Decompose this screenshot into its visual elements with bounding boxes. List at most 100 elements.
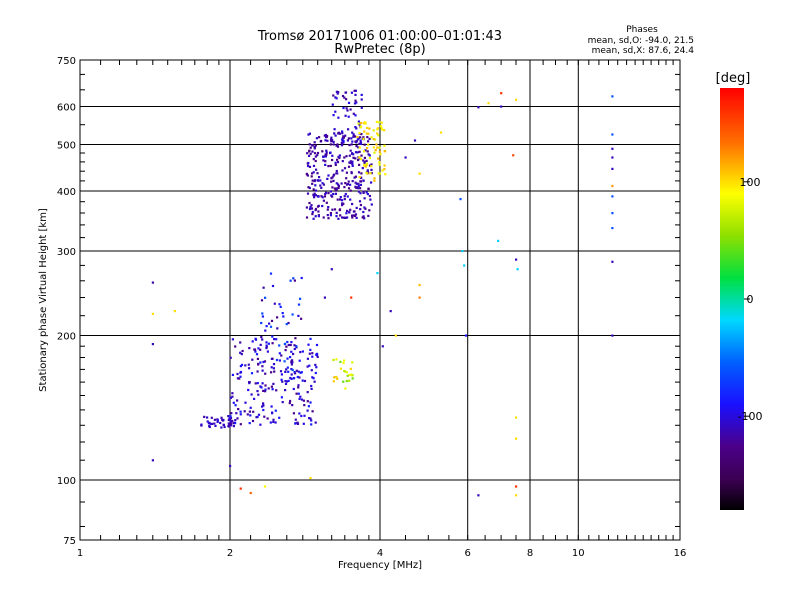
echo-point bbox=[300, 371, 303, 374]
echo-point bbox=[334, 163, 337, 166]
echo-point bbox=[273, 302, 276, 305]
echo-point bbox=[359, 157, 362, 161]
echo-point bbox=[339, 198, 342, 201]
echo-point bbox=[311, 355, 314, 358]
echo-point bbox=[308, 201, 311, 205]
y-tick-label: 75 bbox=[63, 536, 76, 547]
echo-point bbox=[367, 143, 370, 146]
echo-point bbox=[231, 395, 234, 398]
echo-point bbox=[367, 187, 370, 190]
echo-point bbox=[278, 303, 281, 306]
echo-point bbox=[295, 369, 298, 372]
echo-point bbox=[348, 161, 351, 164]
y-tick-label: 500 bbox=[57, 141, 76, 152]
echo-point bbox=[366, 136, 369, 139]
echo-point bbox=[275, 358, 279, 362]
x-tick-labels: 1 2 4 6 8 10 16 bbox=[77, 548, 687, 559]
echo-point bbox=[341, 141, 344, 145]
echo-point bbox=[611, 227, 614, 230]
echo-point bbox=[331, 158, 334, 162]
echo-point bbox=[363, 143, 366, 146]
echo-point bbox=[294, 372, 297, 375]
echo-point bbox=[413, 139, 417, 142]
echo-point bbox=[364, 207, 367, 210]
echo-point bbox=[281, 312, 284, 315]
echo-point bbox=[290, 377, 293, 380]
echo-point bbox=[337, 183, 340, 186]
echo-point bbox=[345, 177, 348, 180]
echo-point bbox=[264, 390, 267, 393]
echo-point bbox=[308, 165, 312, 168]
echo-point bbox=[259, 348, 262, 351]
echo-point bbox=[276, 316, 279, 319]
echo-point bbox=[253, 397, 256, 400]
echo-point bbox=[340, 144, 343, 147]
echo-point bbox=[355, 127, 358, 130]
echo-point bbox=[333, 128, 336, 131]
echo-point bbox=[216, 419, 219, 422]
echo-point bbox=[310, 384, 313, 388]
echo-point bbox=[272, 363, 276, 366]
echo-point bbox=[354, 89, 357, 92]
echo-point bbox=[247, 363, 250, 366]
echo-point bbox=[284, 380, 287, 383]
echo-point bbox=[463, 264, 466, 267]
echo-point bbox=[349, 373, 353, 376]
echo-point bbox=[239, 413, 242, 416]
echo-point bbox=[351, 131, 354, 134]
echo-point bbox=[357, 158, 360, 162]
echo-point bbox=[237, 408, 240, 411]
echo-point bbox=[363, 130, 366, 133]
echo-point bbox=[285, 380, 289, 383]
echo-point bbox=[280, 378, 283, 381]
echo-point bbox=[264, 384, 267, 387]
echo-point bbox=[344, 216, 347, 219]
echo-point bbox=[611, 95, 614, 98]
echo-point bbox=[231, 419, 234, 423]
echo-point bbox=[325, 149, 328, 152]
echo-point bbox=[339, 214, 342, 217]
echo-point bbox=[272, 367, 275, 370]
echo-point bbox=[313, 147, 316, 150]
echo-point bbox=[611, 167, 614, 170]
echo-point bbox=[273, 338, 276, 341]
echo-point bbox=[354, 213, 358, 216]
echo-point bbox=[332, 192, 335, 196]
echo-point bbox=[316, 355, 319, 358]
echo-point bbox=[353, 89, 356, 92]
echo-point bbox=[286, 357, 289, 360]
echo-point bbox=[265, 325, 268, 328]
echo-point bbox=[370, 165, 373, 168]
echo-point bbox=[228, 425, 231, 428]
echo-point bbox=[355, 216, 358, 219]
echo-point bbox=[279, 305, 282, 308]
echo-point bbox=[257, 363, 260, 366]
echo-point bbox=[262, 360, 265, 364]
echo-point bbox=[347, 101, 351, 104]
echo-point bbox=[307, 161, 310, 165]
echo-point bbox=[324, 191, 328, 194]
echo-point bbox=[254, 350, 257, 353]
echo-point bbox=[290, 368, 293, 371]
echo-point bbox=[248, 410, 251, 413]
echo-point bbox=[380, 127, 383, 130]
echo-point bbox=[300, 414, 303, 418]
y-tick-label: 400 bbox=[57, 187, 76, 198]
echo-point bbox=[307, 133, 310, 136]
echo-point bbox=[312, 217, 315, 220]
echo-point bbox=[267, 342, 270, 345]
echo-point bbox=[270, 385, 273, 388]
echo-point bbox=[379, 153, 382, 156]
echo-point bbox=[358, 132, 361, 135]
echo-point bbox=[262, 408, 265, 412]
echo-point bbox=[294, 418, 297, 421]
echo-point bbox=[363, 197, 366, 200]
echo-point bbox=[366, 193, 369, 196]
echo-point bbox=[355, 186, 358, 189]
x-tick-label: 6 bbox=[465, 548, 471, 559]
echo-point bbox=[327, 192, 330, 195]
echo-point bbox=[232, 422, 235, 425]
echo-point bbox=[370, 181, 373, 184]
echo-point bbox=[239, 375, 242, 378]
echo-point bbox=[249, 406, 252, 409]
